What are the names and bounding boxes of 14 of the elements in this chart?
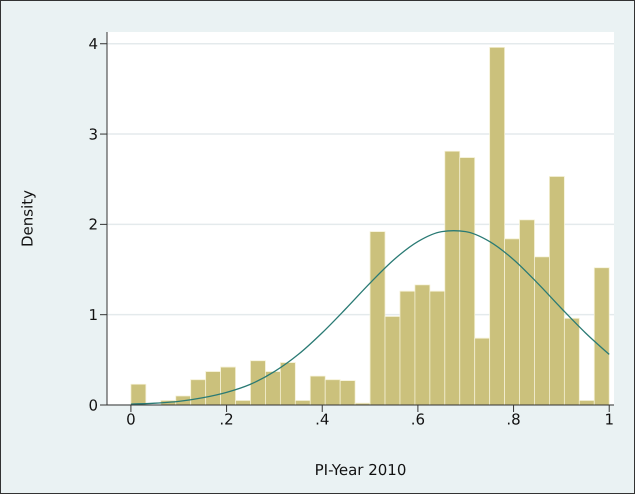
y-tick-label: 2 xyxy=(88,216,98,234)
x-axis-title: PI-Year 2010 xyxy=(314,461,406,479)
x-tick-label: .8 xyxy=(506,410,521,429)
x-tick-label: .2 xyxy=(219,410,234,429)
y-tick-label: 0 xyxy=(88,396,98,414)
y-tick-label: 3 xyxy=(88,125,98,144)
y-axis-title: Density xyxy=(18,190,36,248)
x-tick-label: .4 xyxy=(315,410,330,429)
y-tick-label: 1 xyxy=(88,306,98,324)
y-tick-label: 4 xyxy=(88,35,98,54)
x-tick-label: 1 xyxy=(604,410,614,429)
line-series xyxy=(130,230,610,405)
x-tick-label: .6 xyxy=(410,410,426,429)
x-tick-label: 0 xyxy=(126,410,136,429)
